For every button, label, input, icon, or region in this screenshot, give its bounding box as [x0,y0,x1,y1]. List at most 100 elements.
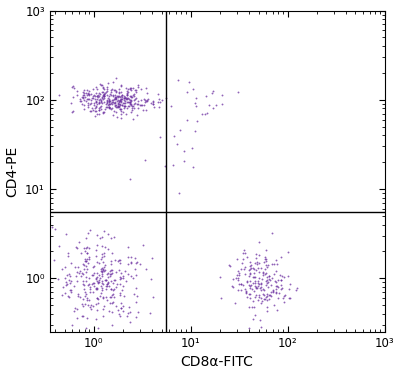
Point [130,274,136,280]
Point [103,104,110,110]
Point [279,273,286,279]
Point [89,272,95,278]
Point [134,100,141,106]
Point [144,98,150,104]
Point [256,280,262,286]
Point [144,97,150,103]
Point [115,97,122,103]
Point [134,260,140,266]
Point [93,99,100,105]
Point [132,266,138,272]
Point [96,111,102,117]
Point [238,281,244,287]
Point [87,304,94,310]
Point [82,94,88,100]
Point [256,285,263,291]
Point [123,96,130,102]
Point [83,266,90,272]
Point [111,87,117,93]
Point [102,277,108,283]
Point [98,97,104,103]
Point [105,96,112,102]
Point [253,284,260,290]
Point [249,286,255,292]
Point [73,244,80,250]
Point [260,286,266,292]
Point [80,93,87,99]
Point [83,274,89,280]
Point [68,100,74,106]
Point [246,272,253,278]
Point [248,262,254,268]
Point [255,252,262,258]
Point [181,148,188,154]
Point [175,77,181,83]
Point [56,243,62,249]
Point [274,277,281,283]
Point [96,107,102,113]
Point [83,235,90,241]
Point [70,108,76,114]
Point [118,102,125,108]
Point [280,299,287,305]
Point [93,99,100,105]
Point [84,87,91,93]
Point [106,104,112,110]
Point [88,108,94,114]
Point [48,224,55,230]
Point [239,260,246,266]
Point [124,92,130,98]
Point [276,291,282,297]
Point [82,90,89,96]
Point [100,264,107,270]
Point [137,97,144,103]
Point [100,92,106,98]
Point [80,261,87,267]
Point [84,91,91,97]
Point [277,272,284,278]
Point [120,308,126,314]
Point [255,278,261,284]
Point [109,101,115,107]
Point [95,272,102,278]
Point [146,310,153,316]
Point [120,103,127,109]
Point [84,341,90,347]
Point [108,267,115,273]
Point [127,99,134,105]
Point [114,98,120,104]
Point [246,285,253,291]
Point [119,92,126,98]
Point [143,266,150,272]
Point [94,274,100,280]
Point [247,265,254,271]
Point [125,244,131,250]
Point [120,284,126,290]
Point [176,190,182,196]
Point [258,295,264,301]
Point [114,103,121,109]
Point [104,98,110,104]
Point [60,284,66,290]
Point [100,267,106,273]
Point [91,263,97,269]
Point [86,101,93,107]
Point [241,248,248,254]
Point [88,302,95,307]
Point [93,276,99,282]
Point [118,96,125,102]
Point [142,157,148,163]
Point [95,277,102,283]
Point [120,303,126,309]
Point [255,280,262,286]
Point [104,104,110,110]
Point [157,134,163,140]
Point [150,101,156,107]
Point [85,282,91,288]
Point [123,105,130,111]
Point [262,294,269,300]
Point [244,294,251,300]
Point [106,98,113,104]
Point [252,260,258,266]
Point [84,100,91,106]
